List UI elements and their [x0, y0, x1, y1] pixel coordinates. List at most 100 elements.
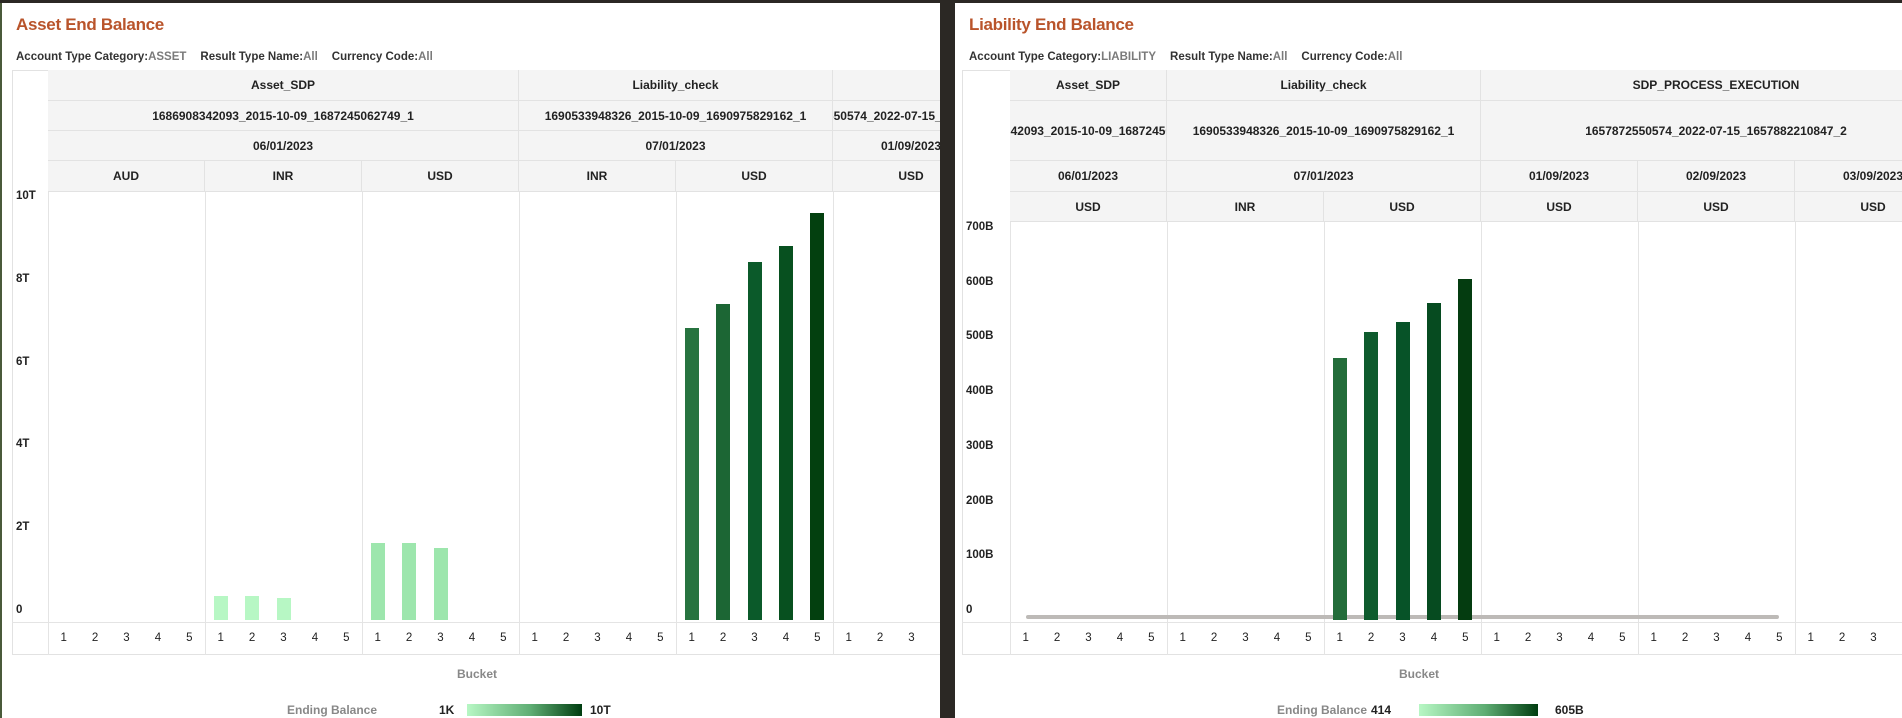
panel-title: Asset End Balance — [16, 15, 164, 34]
column-divider — [676, 192, 677, 655]
bar-col2-bucket5[interactable] — [1458, 278, 1473, 620]
bucket-label: 2 — [1210, 632, 1218, 644]
bar-col4-bucket1[interactable] — [684, 328, 699, 620]
bucket-label: 2 — [1367, 632, 1375, 644]
column-header-label: 03/09/2023 — [1842, 169, 1902, 183]
column-divider — [833, 192, 834, 655]
column-header[interactable]: USD — [1324, 192, 1481, 222]
filter-0: Account Type Category:ASSET — [16, 51, 186, 63]
column-header[interactable]: INR — [1167, 192, 1324, 222]
bucket-label: 3 — [751, 632, 758, 644]
bucket-label: 5 — [1305, 632, 1312, 644]
bar-col1-bucket3[interactable] — [276, 597, 291, 620]
bar-col4-bucket3[interactable] — [747, 262, 762, 620]
y-axis-tick-label: 700B — [966, 221, 994, 233]
bucket-label: 4 — [154, 632, 162, 644]
column-divider — [1324, 222, 1325, 655]
column-header[interactable]: 06/01/2023 — [48, 131, 519, 161]
column-header[interactable]: Asset_SDP — [1010, 70, 1167, 101]
column-header-label: 02/09/2023 — [1685, 169, 1747, 183]
legend-min-text: 414 — [1371, 703, 1392, 717]
bucket-label: 5 — [1148, 632, 1155, 644]
filter-label: Account Type Category: — [16, 51, 149, 63]
bucket-label: 1 — [1336, 632, 1343, 644]
y-axis-tick-label: 100B — [966, 549, 994, 562]
column-header[interactable]: 1690533948326_2015-10-09_1690975829162_1 — [519, 101, 833, 131]
legend-max-label: 10T — [590, 703, 611, 717]
bar-col2-bucket1[interactable] — [1332, 357, 1347, 620]
column-header[interactable]: INR — [519, 161, 676, 192]
legend-max-text: 10T — [590, 703, 611, 717]
column-header[interactable]: AUD — [48, 161, 205, 192]
column-header[interactable]: 01/09/2023 — [833, 131, 940, 161]
bucket-label: 2 — [91, 632, 99, 644]
column-header[interactable]: 1657872550574_2022-07-15_1657882210847_2 — [1481, 101, 1902, 161]
y-axis-tick-label: 10T — [16, 190, 36, 202]
column-header[interactable]: 07/01/2023 — [519, 131, 833, 161]
column-header[interactable]: 01/09/2023 — [1481, 161, 1638, 192]
bucket-label: 3 — [280, 632, 287, 644]
column-header[interactable]: 1690533948326_2015-10-09_1690975829162_1 — [1167, 101, 1481, 161]
column-header[interactable]: 1686908342093_2015-10-09_1687245062749_1 — [1010, 101, 1167, 161]
column-header[interactable]: Liability_check — [1167, 70, 1481, 101]
bucket-label: 4 — [1744, 632, 1752, 644]
bucket-label: 2 — [1681, 632, 1689, 644]
y-axis-tick-label: 400B — [966, 385, 994, 398]
column-header[interactable]: USD — [1010, 192, 1167, 222]
bucket-label: 5 — [186, 632, 193, 644]
bucket-label: 3 — [1713, 632, 1720, 644]
legend-color-scale — [467, 704, 582, 716]
bar-col2-bucket4[interactable] — [1426, 303, 1441, 620]
bar-col4-bucket4[interactable] — [778, 245, 793, 620]
column-divider — [1481, 222, 1482, 655]
bar-col2-bucket3[interactable] — [1395, 322, 1410, 620]
column-header[interactable]: USD — [362, 161, 519, 192]
column-header-label: INR — [586, 169, 608, 183]
bucket-label: 4 — [1273, 632, 1281, 644]
column-header-label: USD — [898, 169, 924, 183]
bucket-label: 2 — [562, 632, 570, 644]
column-header[interactable]: USD — [1481, 192, 1638, 222]
column-header-label: 01/09/2023 — [1528, 169, 1590, 183]
bar-col2-bucket3[interactable] — [433, 547, 448, 620]
bar-col1-bucket2[interactable] — [245, 595, 260, 620]
bucket-label: 3 — [1556, 632, 1563, 644]
bucket-label: 4 — [625, 632, 633, 644]
bucket-label: 2 — [719, 632, 727, 644]
column-header[interactable]: Liability_check — [519, 70, 833, 101]
column-header[interactable]: USD — [833, 161, 940, 192]
column-header[interactable] — [833, 70, 940, 101]
column-header[interactable]: SDP_PROCESS_EXECUTION — [1481, 70, 1902, 101]
column-header[interactable]: 07/01/2023 — [1167, 161, 1481, 192]
bar-col4-bucket2[interactable] — [716, 303, 731, 620]
bar-col2-bucket1[interactable] — [370, 542, 385, 620]
filter-label: Currency Code: — [331, 51, 419, 63]
bucket-label: 5 — [1619, 632, 1626, 644]
column-header[interactable]: USD — [1638, 192, 1795, 222]
bucket-label: 4 — [468, 632, 476, 644]
column-header[interactable]: Asset_SDP — [48, 70, 519, 101]
column-header[interactable]: USD — [1795, 192, 1902, 222]
filter-value: All — [303, 51, 318, 63]
filter-label: Result Type Name: — [1170, 51, 1273, 63]
bar-col2-bucket2[interactable] — [1364, 332, 1379, 620]
column-header[interactable]: 06/01/2023 — [1010, 161, 1167, 192]
column-header[interactable]: USD — [676, 161, 833, 192]
bar-col1-bucket1[interactable] — [213, 595, 228, 620]
bar-col4-bucket5[interactable] — [810, 212, 825, 620]
bucket-label: 5 — [814, 632, 821, 644]
bar-col2-bucket2[interactable] — [402, 542, 417, 620]
bucket-label: 2 — [1838, 632, 1846, 644]
column-header-label: USD — [427, 169, 453, 183]
bucket-label: 2 — [248, 632, 256, 644]
column-header-label: Liability_check — [632, 78, 719, 92]
legend-min-label: 1K — [439, 703, 454, 717]
column-header-label: 07/01/2023 — [645, 138, 706, 153]
column-header[interactable]: 1657872550574_2022-07-15_1657882210847_2 — [833, 101, 940, 131]
bucket-label: 3 — [1870, 632, 1877, 644]
column-header[interactable]: INR — [205, 161, 362, 192]
column-header[interactable]: 1686908342093_2015-10-09_1687245062749_1 — [48, 101, 519, 131]
column-header[interactable]: 02/09/2023 — [1638, 161, 1795, 192]
column-divider — [1795, 222, 1796, 655]
column-header[interactable]: 03/09/2023 — [1795, 161, 1902, 192]
